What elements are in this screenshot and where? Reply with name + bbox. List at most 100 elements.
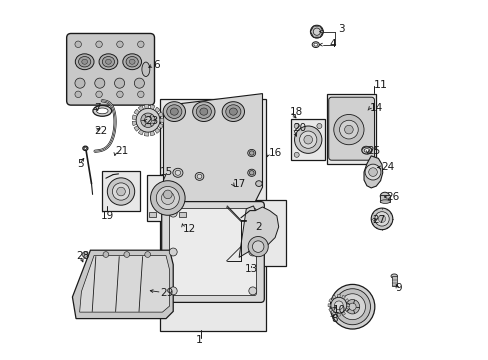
Circle shape	[144, 117, 151, 124]
Circle shape	[117, 91, 123, 98]
Circle shape	[345, 300, 359, 314]
Circle shape	[161, 192, 174, 204]
Circle shape	[156, 186, 179, 210]
Wedge shape	[148, 118, 163, 122]
Wedge shape	[338, 304, 349, 307]
Circle shape	[378, 215, 385, 222]
Wedge shape	[148, 120, 163, 129]
Circle shape	[294, 126, 321, 153]
Ellipse shape	[313, 43, 317, 46]
Circle shape	[368, 168, 377, 176]
Circle shape	[316, 123, 321, 129]
Ellipse shape	[84, 147, 86, 149]
Circle shape	[117, 41, 123, 48]
Circle shape	[141, 113, 155, 127]
Wedge shape	[327, 304, 338, 307]
Ellipse shape	[255, 181, 262, 186]
Ellipse shape	[175, 170, 180, 175]
Circle shape	[248, 287, 256, 295]
Bar	[149, 212, 156, 217]
Circle shape	[313, 28, 320, 35]
Text: 14: 14	[369, 103, 382, 113]
FancyBboxPatch shape	[162, 202, 264, 302]
Wedge shape	[338, 295, 345, 305]
Ellipse shape	[364, 149, 369, 152]
Text: 19: 19	[100, 211, 113, 221]
Circle shape	[137, 41, 144, 48]
Bar	[230, 200, 285, 266]
Ellipse shape	[82, 146, 88, 150]
Text: 15: 15	[160, 167, 173, 177]
Ellipse shape	[105, 59, 111, 64]
Circle shape	[330, 297, 346, 313]
Ellipse shape	[102, 57, 114, 67]
Circle shape	[75, 41, 81, 48]
Wedge shape	[328, 305, 338, 312]
Circle shape	[82, 252, 88, 257]
Circle shape	[294, 123, 299, 129]
Ellipse shape	[390, 274, 397, 278]
Wedge shape	[132, 120, 148, 126]
Ellipse shape	[93, 105, 111, 116]
Text: 20: 20	[292, 123, 305, 133]
Ellipse shape	[249, 171, 254, 175]
Ellipse shape	[311, 42, 319, 48]
Circle shape	[75, 78, 85, 88]
Circle shape	[248, 209, 256, 217]
Text: 10: 10	[332, 305, 345, 315]
Ellipse shape	[361, 147, 371, 154]
Polygon shape	[72, 250, 173, 319]
Text: 29: 29	[160, 288, 173, 298]
Circle shape	[247, 237, 268, 257]
Circle shape	[123, 252, 129, 257]
Ellipse shape	[99, 54, 118, 70]
Text: 18: 18	[289, 107, 303, 117]
Text: 7: 7	[94, 103, 101, 113]
Bar	[102, 171, 140, 211]
Text: 27: 27	[371, 215, 385, 225]
Circle shape	[339, 120, 358, 139]
Circle shape	[96, 41, 102, 48]
Wedge shape	[338, 305, 345, 315]
Circle shape	[344, 125, 352, 134]
Ellipse shape	[380, 200, 389, 203]
Ellipse shape	[200, 108, 207, 115]
Ellipse shape	[363, 148, 367, 151]
Wedge shape	[134, 109, 148, 120]
Circle shape	[374, 212, 388, 226]
Circle shape	[365, 164, 380, 180]
Circle shape	[114, 78, 124, 88]
Ellipse shape	[380, 192, 389, 200]
Ellipse shape	[196, 105, 211, 118]
Ellipse shape	[247, 169, 255, 176]
Circle shape	[348, 303, 355, 310]
Ellipse shape	[81, 59, 87, 64]
Wedge shape	[328, 299, 338, 305]
Wedge shape	[148, 120, 160, 133]
Circle shape	[294, 152, 299, 157]
Wedge shape	[138, 105, 148, 120]
Circle shape	[299, 131, 316, 148]
Bar	[179, 212, 185, 217]
Wedge shape	[338, 299, 348, 305]
Text: 8: 8	[330, 314, 337, 324]
Bar	[147, 175, 188, 221]
Bar	[291, 119, 325, 160]
Circle shape	[370, 208, 392, 230]
Wedge shape	[331, 305, 338, 315]
Circle shape	[137, 91, 144, 98]
Circle shape	[252, 241, 264, 252]
Text: 28: 28	[76, 251, 89, 261]
Bar	[326, 94, 375, 164]
Wedge shape	[337, 305, 340, 316]
Circle shape	[117, 187, 125, 196]
Circle shape	[333, 114, 363, 145]
Polygon shape	[239, 206, 278, 257]
Bar	[380, 195, 389, 202]
Ellipse shape	[96, 108, 108, 114]
Wedge shape	[337, 294, 340, 305]
Circle shape	[163, 190, 172, 199]
Circle shape	[334, 301, 343, 310]
Ellipse shape	[225, 105, 241, 118]
Text: 9: 9	[395, 283, 402, 293]
